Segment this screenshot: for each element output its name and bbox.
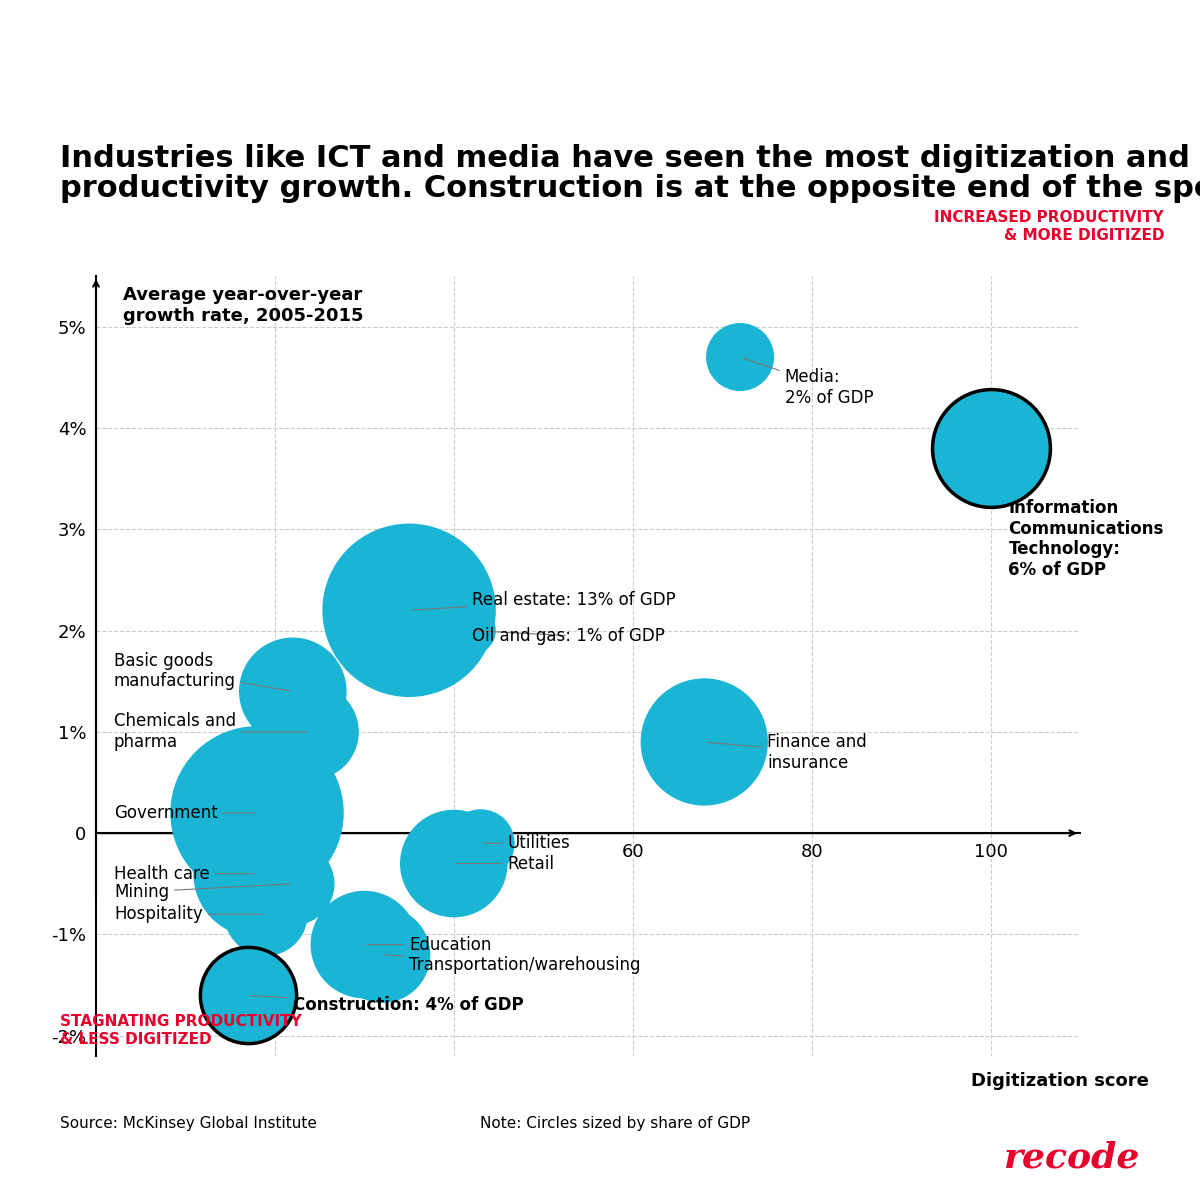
Text: Finance and
insurance: Finance and insurance [707,733,866,772]
Text: Utilities: Utilities [484,834,570,852]
Text: productivity growth. Construction is at the opposite end of the spectrum.: productivity growth. Construction is at … [60,174,1200,203]
Text: & LESS DIGITIZED: & LESS DIGITIZED [60,1032,211,1046]
Point [731,348,750,367]
Point [695,732,714,751]
Text: STAGNATING PRODUCTIVITY: STAGNATING PRODUCTIVITY [60,1014,301,1028]
Text: Source: McKinsey Global Institute: Source: McKinsey Global Institute [60,1116,317,1130]
Text: Education: Education [367,936,492,954]
Point [980,439,1000,458]
Text: INCREASED PRODUCTIVITY: INCREASED PRODUCTIVITY [935,210,1164,226]
Text: Government: Government [114,804,254,822]
X-axis label: Digitization score: Digitization score [971,1072,1150,1090]
Text: Average year-over-year
growth rate, 2005-2015: Average year-over-year growth rate, 2005… [122,286,364,325]
Point [462,620,481,640]
Text: Transportation/warehousing: Transportation/warehousing [385,955,641,974]
Text: & MORE DIGITIZED: & MORE DIGITIZED [1003,228,1164,242]
Text: Hospitality: Hospitality [114,905,263,923]
Point [247,864,266,883]
Point [373,946,392,965]
Text: Note: Circles sized by share of GDP: Note: Circles sized by share of GDP [480,1116,750,1130]
Text: Health care: Health care [114,865,254,883]
Text: Oil and gas: 1% of GDP: Oil and gas: 1% of GDP [472,626,665,644]
Text: Media:
2% of GDP: Media: 2% of GDP [743,358,874,407]
Point [283,682,302,701]
Point [444,854,463,874]
Point [257,905,276,924]
Text: Chemicals and
pharma: Chemicals and pharma [114,713,308,751]
Text: Retail: Retail [456,854,554,872]
Text: Information
Communications
Technology:
6% of GDP: Information Communications Technology: 6… [1008,499,1164,580]
Text: Mining: Mining [114,883,290,901]
Point [301,722,320,742]
Text: Construction: 4% of GDP: Construction: 4% of GDP [251,995,523,1014]
Point [472,834,491,853]
Point [400,601,419,620]
Point [247,803,266,822]
Point [283,874,302,893]
Point [355,935,374,954]
Point [239,985,258,1004]
Text: Real estate: 13% of GDP: Real estate: 13% of GDP [412,592,676,610]
Text: recode: recode [1003,1140,1140,1174]
Text: Industries like ICT and media have seen the most digitization and: Industries like ICT and media have seen … [60,144,1190,173]
Text: Basic goods
manufacturing: Basic goods manufacturing [114,652,290,691]
